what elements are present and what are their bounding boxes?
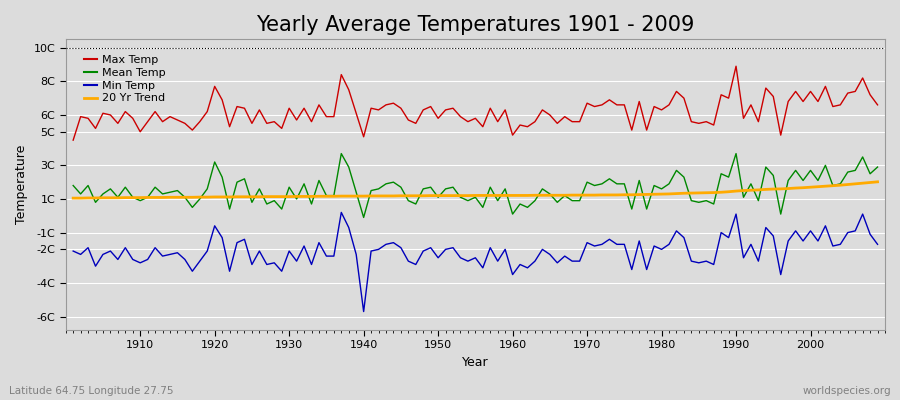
Text: worldspecies.org: worldspecies.org [803, 386, 891, 396]
X-axis label: Year: Year [462, 356, 489, 369]
Title: Yearly Average Temperatures 1901 - 2009: Yearly Average Temperatures 1901 - 2009 [256, 15, 695, 35]
Text: Latitude 64.75 Longitude 27.75: Latitude 64.75 Longitude 27.75 [9, 386, 174, 396]
Y-axis label: Temperature: Temperature [15, 145, 28, 224]
Legend: Max Temp, Mean Temp, Min Temp, 20 Yr Trend: Max Temp, Mean Temp, Min Temp, 20 Yr Tre… [79, 51, 170, 108]
